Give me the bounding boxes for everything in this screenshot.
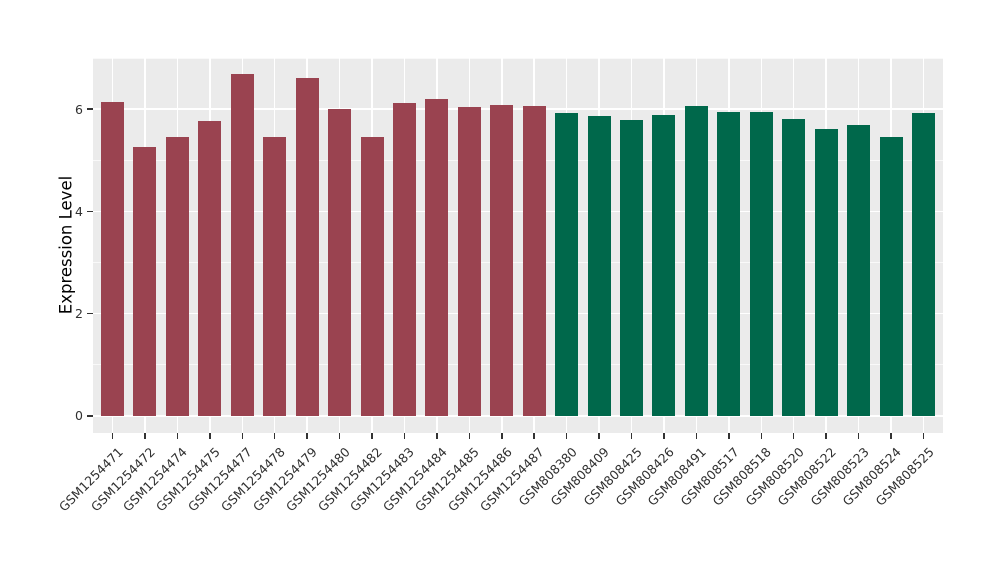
y-tick-6 (86, 108, 93, 110)
x-tick-GSM808523 (857, 433, 860, 439)
gridline-minor-y7 (93, 57, 943, 59)
y-tick-4 (86, 210, 93, 213)
x-tick-GSM808524 (890, 433, 892, 439)
y-tick-0 (86, 415, 93, 417)
bar-GSM1254475 (198, 121, 222, 416)
x-tick-GSM808426 (663, 433, 665, 439)
bar-GSM808409 (587, 115, 611, 416)
bar-GSM808525 (912, 112, 935, 416)
x-tick-GSM1254477 (241, 433, 243, 439)
bar-GSM808491 (684, 106, 708, 416)
y-axis-title: Expression Level (56, 175, 76, 315)
x-tick-GSM808380 (565, 433, 568, 439)
bar-GSM1254471 (101, 101, 124, 416)
y-tick-label-4: 4 (75, 203, 83, 219)
x-tick-GSM1254485 (468, 433, 471, 439)
x-tick-GSM1254471 (111, 433, 114, 439)
gridline-major-y4 (93, 210, 943, 213)
gridline-major-y0 (93, 414, 943, 417)
x-tick-GSM1254484 (436, 433, 438, 439)
y-tick-label-6: 6 (75, 101, 83, 117)
gridline-minor-y5 (93, 159, 943, 161)
y-tick-2 (86, 312, 93, 315)
bar-GSM1254477 (230, 74, 254, 416)
gridline-major-y6 (93, 108, 943, 111)
bar-GSM1254479 (295, 77, 319, 416)
x-tick-GSM1254478 (273, 433, 276, 439)
x-tick-GSM808491 (695, 433, 698, 439)
bar-GSM1254482 (360, 136, 384, 416)
x-tick-GSM808525 (922, 433, 925, 439)
bar-GSM808518 (749, 112, 773, 416)
bar-GSM1254472 (133, 147, 157, 416)
x-tick-GSM1254480 (338, 433, 341, 439)
plot-panel (93, 57, 943, 433)
bar-GSM808520 (782, 118, 806, 416)
bar-GSM1254485 (457, 106, 481, 416)
y-tick-label-2: 2 (75, 306, 83, 322)
x-tick-GSM1254487 (533, 433, 535, 439)
gridline-minor-y1 (93, 364, 943, 366)
x-tick-GSM1254474 (176, 433, 179, 439)
gridline-major-y2 (93, 312, 943, 315)
bar-GSM1254483 (392, 103, 416, 416)
x-tick-GSM1254486 (501, 433, 503, 439)
bar-GSM1254486 (490, 105, 514, 416)
bar-GSM1254480 (328, 108, 352, 416)
bar-GSM808517 (717, 112, 741, 416)
bar-GSM808522 (814, 129, 838, 416)
bar-GSM808425 (620, 119, 644, 416)
x-tick-GSM808425 (630, 433, 633, 439)
bar-GSM808380 (555, 112, 579, 416)
x-tick-GSM1254472 (144, 433, 146, 439)
x-tick-GSM808409 (598, 433, 600, 439)
x-tick-GSM808518 (760, 433, 763, 439)
bar-GSM808523 (847, 124, 871, 416)
x-tick-GSM1254483 (403, 433, 406, 439)
bar-GSM808524 (879, 137, 903, 416)
x-tick-GSM808522 (825, 433, 827, 439)
x-tick-GSM808520 (792, 433, 795, 439)
bar-GSM1254474 (165, 137, 189, 416)
bar-GSM1254484 (425, 98, 449, 416)
x-tick-GSM1254479 (306, 433, 308, 439)
x-tick-GSM808517 (728, 433, 730, 439)
bar-GSM1254478 (263, 136, 287, 416)
y-tick-label-0: 0 (75, 408, 83, 424)
bar-GSM1254487 (522, 105, 546, 416)
x-tick-GSM1254482 (371, 433, 373, 439)
gridline-minor-y3 (93, 262, 943, 263)
bar-GSM808426 (652, 115, 676, 416)
x-tick-GSM1254475 (209, 433, 211, 439)
